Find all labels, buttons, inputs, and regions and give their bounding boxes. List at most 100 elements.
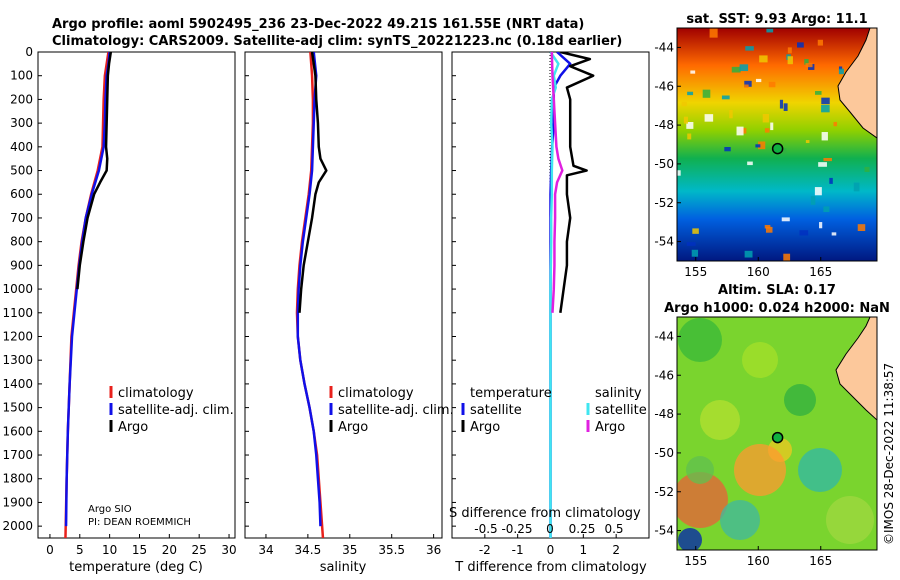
sla-anomaly-blob	[826, 496, 874, 544]
map-y-tick-label: -50	[654, 446, 674, 460]
map-y-tick-label: -50	[654, 157, 674, 171]
x-tick-label: -2	[479, 543, 491, 557]
map-y-tick-label: -52	[654, 196, 674, 210]
legend-label-s-argo: Argo	[595, 420, 625, 435]
legend-label-argo: Argo	[338, 420, 368, 435]
sst-map-panel: sat. SST: 9.93 Argo: 11.1 155 160 165 -44 -4…	[654, 12, 878, 279]
land-new-zealand	[837, 28, 877, 139]
map-x-tick-label: 165	[809, 554, 832, 568]
land-new-zealand	[835, 317, 877, 421]
sst-pixel-patch	[823, 206, 830, 213]
sst-pixel-patch	[821, 105, 830, 113]
sst-pixel-patch	[692, 228, 699, 234]
map-x-tick-label: 155	[684, 265, 707, 279]
legend-title-temperature: temperature	[470, 386, 552, 401]
x-tick-label: 35.5	[378, 543, 405, 557]
salinity-axes-frame	[244, 51, 443, 539]
temperature-axes-frame	[37, 51, 236, 539]
sst-pixel-patch	[755, 78, 762, 83]
pi-label: PI: DEAN ROEMMICH	[88, 517, 191, 528]
sst-map-frame	[676, 27, 878, 262]
sst-pixel-patch	[768, 81, 776, 88]
sst-pixel-patch	[744, 80, 752, 87]
x-tick-label: 25	[192, 543, 207, 557]
sst-pixel-patch	[747, 161, 753, 166]
sst-pixel-patch	[797, 42, 804, 48]
sst-pixel-patch	[704, 114, 714, 122]
sla-anomaly-blob	[686, 456, 714, 484]
sla-anomaly-blob	[678, 318, 722, 362]
map-y-tick-label: -44	[654, 40, 674, 54]
sst-pixel-patch	[765, 226, 773, 233]
argo-position-marker	[771, 142, 784, 155]
y-tick-label: 2000	[2, 519, 33, 533]
x-tick-label: 1	[580, 543, 588, 557]
sla-anomaly-blob	[677, 472, 728, 528]
x-tick-label: 34	[258, 543, 273, 557]
sst-pixel-patch	[853, 182, 860, 192]
sst-pixel-patch	[804, 59, 809, 65]
sst-pixel-patch	[833, 121, 838, 127]
s-diff-tick: 0.25	[569, 522, 596, 536]
difference-panel: -2 -1 0 1 2 T difference from climatology te…	[449, 51, 650, 575]
sst-pixel-patch	[819, 222, 823, 229]
y-tick-label: 400	[10, 140, 33, 154]
sla-map-title-line-2: Argo h1000: 0.024 h2000: NaN	[664, 301, 890, 316]
legend-label-s-satellite: satellite	[595, 403, 647, 418]
y-tick-label: 900	[10, 258, 33, 272]
sst-pixel-patch	[687, 91, 694, 96]
sst-pixel-patch	[766, 28, 774, 33]
sst-pixel-patch	[799, 230, 809, 236]
sst-pixel-patch	[831, 232, 837, 236]
legend-label-argo: Argo	[118, 420, 148, 435]
difference-legend: temperature salinity satellite Argo sate…	[461, 386, 647, 435]
s-diff-tick: -0.25	[501, 522, 532, 536]
sla-anomaly-blob	[720, 500, 760, 540]
y-tick-label: 800	[10, 235, 33, 249]
sst-pixel-patch	[764, 128, 770, 133]
legend-label-t-argo: Argo	[470, 420, 500, 435]
x-tick-label: 0	[46, 543, 54, 557]
sst-pixel-patch	[762, 114, 769, 123]
sst-pixel-patch	[805, 140, 810, 144]
sla-map-title-line-1: Altim. SLA: 0.17	[718, 283, 836, 298]
salinity-xlabel: salinity	[320, 560, 367, 575]
sst-pixel-patch	[864, 166, 870, 172]
sst-pixel-patch	[690, 70, 696, 74]
salinity-legend: climatology satellite-adj. clim. Argo	[329, 386, 454, 435]
x-tick-label: 15	[132, 543, 147, 557]
x-tick-label: 35	[342, 543, 357, 557]
x-tick-label: 34.5	[295, 543, 322, 557]
sst-pixel-patch	[814, 187, 822, 196]
sst-pixel-patch	[729, 109, 733, 119]
sla-anomaly-blob	[700, 400, 740, 440]
x-tick-label: 36	[426, 543, 441, 557]
y-tick-label: 200	[10, 92, 33, 106]
sst-pixel-patch	[736, 126, 744, 136]
series-line-satellite-adj-clim-	[296, 52, 322, 527]
sst-pixel-patch	[739, 64, 749, 72]
y-tick-label: 700	[10, 211, 33, 225]
legend-label-climatology: climatology	[338, 386, 414, 401]
s-diff-tick: 0	[546, 522, 554, 536]
sst-pixel-patch	[829, 177, 833, 184]
sla-anomaly-blob	[784, 384, 816, 416]
y-tick-label: 1800	[2, 472, 33, 486]
sla-anomaly-blob	[678, 528, 702, 550]
x-tick-label: 5	[76, 543, 84, 557]
y-tick-label: 600	[10, 187, 33, 201]
x-tick-label: 20	[162, 543, 177, 557]
y-tick-label: 1900	[2, 495, 33, 509]
sst-pixel-patch	[759, 55, 768, 63]
temperature-panel: 0 5 10 15 20 25 300100200300400500600700800900…	[2, 45, 236, 575]
map-y-tick-label: -48	[654, 118, 674, 132]
sst-pixel-patch	[779, 99, 784, 109]
legend-label-t-satellite: satellite	[470, 403, 522, 418]
map-y-tick-label: -54	[654, 235, 674, 249]
map-y-tick-label: -52	[654, 485, 674, 499]
map-y-tick-label: -44	[654, 329, 674, 343]
y-tick-label: 1100	[2, 306, 33, 320]
sst-pixel-patch	[817, 39, 823, 46]
y-tick-label: 100	[10, 69, 33, 83]
legend-label-satellite: satellite-adj. clim.	[338, 403, 454, 418]
